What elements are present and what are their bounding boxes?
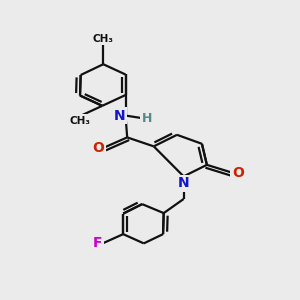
Text: O: O — [232, 166, 244, 179]
Text: O: O — [92, 141, 104, 154]
Text: F: F — [93, 236, 103, 250]
Text: N: N — [178, 176, 190, 190]
Text: CH₃: CH₃ — [70, 116, 91, 126]
Text: H: H — [142, 112, 152, 124]
Text: N: N — [114, 109, 125, 123]
Text: CH₃: CH₃ — [93, 34, 114, 44]
